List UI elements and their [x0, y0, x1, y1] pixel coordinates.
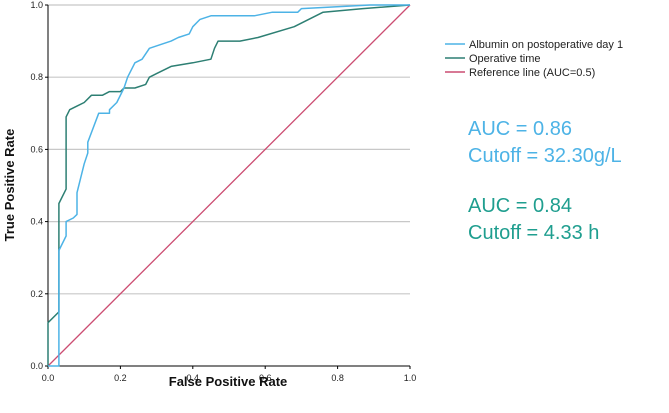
legend-label: Operative time	[469, 53, 541, 65]
x-axis-title: False Positive Rate	[169, 374, 288, 389]
y-tick-label: 0.0	[30, 361, 43, 371]
legend: Albumin on postoperative day 1 Operative …	[445, 39, 623, 79]
annotation-line: Cutoff = 4.33 h	[468, 222, 599, 244]
x-tick-label: 1.0	[404, 373, 417, 383]
annotations: AUC = 0.86 Cutoff = 32.30g/L AUC = 0.84 Cut…	[468, 118, 622, 244]
x-tick-label: 0.6	[259, 373, 272, 383]
y-tick-label: 0.2	[30, 289, 43, 299]
annotation-line: AUC = 0.84	[468, 195, 572, 217]
x-tick-label: 0.0	[42, 373, 55, 383]
grid-lines	[48, 4, 410, 295]
x-tick-label: 0.4	[187, 373, 200, 383]
tick-labels: 0.0 0.2 0.4 0.6 0.8 1.0 0.0 0.2 0.4 0.6 0.8 1.0	[30, 0, 416, 383]
legend-label: Reference line (AUC=0.5)	[469, 67, 595, 79]
series-line-0	[48, 4, 410, 367]
x-tick-label: 0.2	[114, 373, 127, 383]
legend-label: Albumin on postoperative day 1	[469, 39, 623, 51]
annotation-line: Cutoff = 32.30g/L	[468, 145, 622, 167]
y-tick-label: 0.8	[30, 72, 43, 82]
y-axis-title: True Positive Rate	[2, 129, 17, 242]
y-tick-label: 0.6	[30, 144, 43, 154]
x-tick-label: 0.8	[331, 373, 344, 383]
series-lines	[47, 4, 411, 367]
y-tick-label: 0.4	[30, 217, 43, 227]
series-line-2	[47, 4, 411, 367]
series-line-1	[47, 4, 411, 366]
annotation-line: AUC = 0.86	[468, 118, 572, 140]
y-tick-label: 1.0	[30, 0, 43, 10]
